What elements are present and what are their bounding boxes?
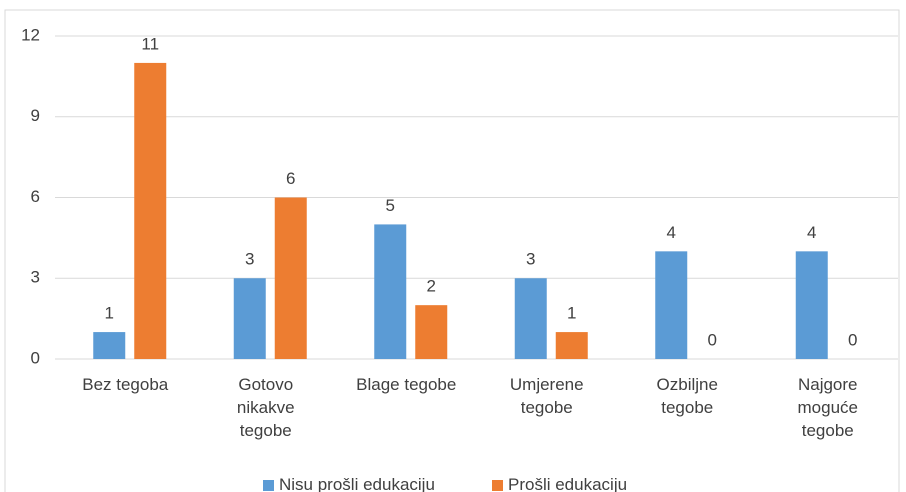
bar xyxy=(134,62,167,360)
bar xyxy=(795,251,828,359)
bar xyxy=(233,278,266,359)
x-tick-label: Gotovo nikakve tegobe xyxy=(236,375,295,440)
bar xyxy=(655,251,688,359)
data-label: 1 xyxy=(567,304,576,323)
data-label: 11 xyxy=(141,34,159,53)
bar xyxy=(93,332,126,359)
data-label: 4 xyxy=(807,223,816,242)
legend-label: Nisu prošli edukaciju xyxy=(279,475,435,492)
y-tick-label: 0 xyxy=(31,348,40,367)
bar xyxy=(274,197,307,359)
legend-swatch xyxy=(263,480,274,491)
data-label: 4 xyxy=(667,223,676,242)
y-tick-label: 9 xyxy=(31,106,40,125)
x-tick-label: Umjerene tegobe xyxy=(509,375,584,417)
x-tick-label: Najgore moguće tegobe xyxy=(797,375,858,440)
data-label: 2 xyxy=(427,277,436,296)
data-label: 3 xyxy=(526,250,535,269)
bar xyxy=(555,332,588,359)
x-tick-label: Bez tegoba xyxy=(82,375,169,394)
bar xyxy=(514,278,547,359)
y-tick-label: 6 xyxy=(31,187,40,206)
legend-swatch xyxy=(492,480,503,491)
y-tick-label: 3 xyxy=(31,268,40,287)
legend-label: Prošli edukaciju xyxy=(508,475,628,492)
data-label: 1 xyxy=(105,304,114,323)
x-tick-label: Blage tegobe xyxy=(356,375,457,394)
bar xyxy=(374,224,407,359)
data-label: 6 xyxy=(286,169,295,188)
data-label: 0 xyxy=(848,330,857,349)
data-label: 3 xyxy=(245,250,254,269)
data-label: 5 xyxy=(386,196,395,215)
bar xyxy=(415,305,448,359)
chart-frame xyxy=(4,9,900,492)
data-label: 0 xyxy=(708,330,717,349)
x-tick-label: Ozbiljne tegobe xyxy=(656,375,718,417)
y-tick-label: 12 xyxy=(21,25,40,44)
